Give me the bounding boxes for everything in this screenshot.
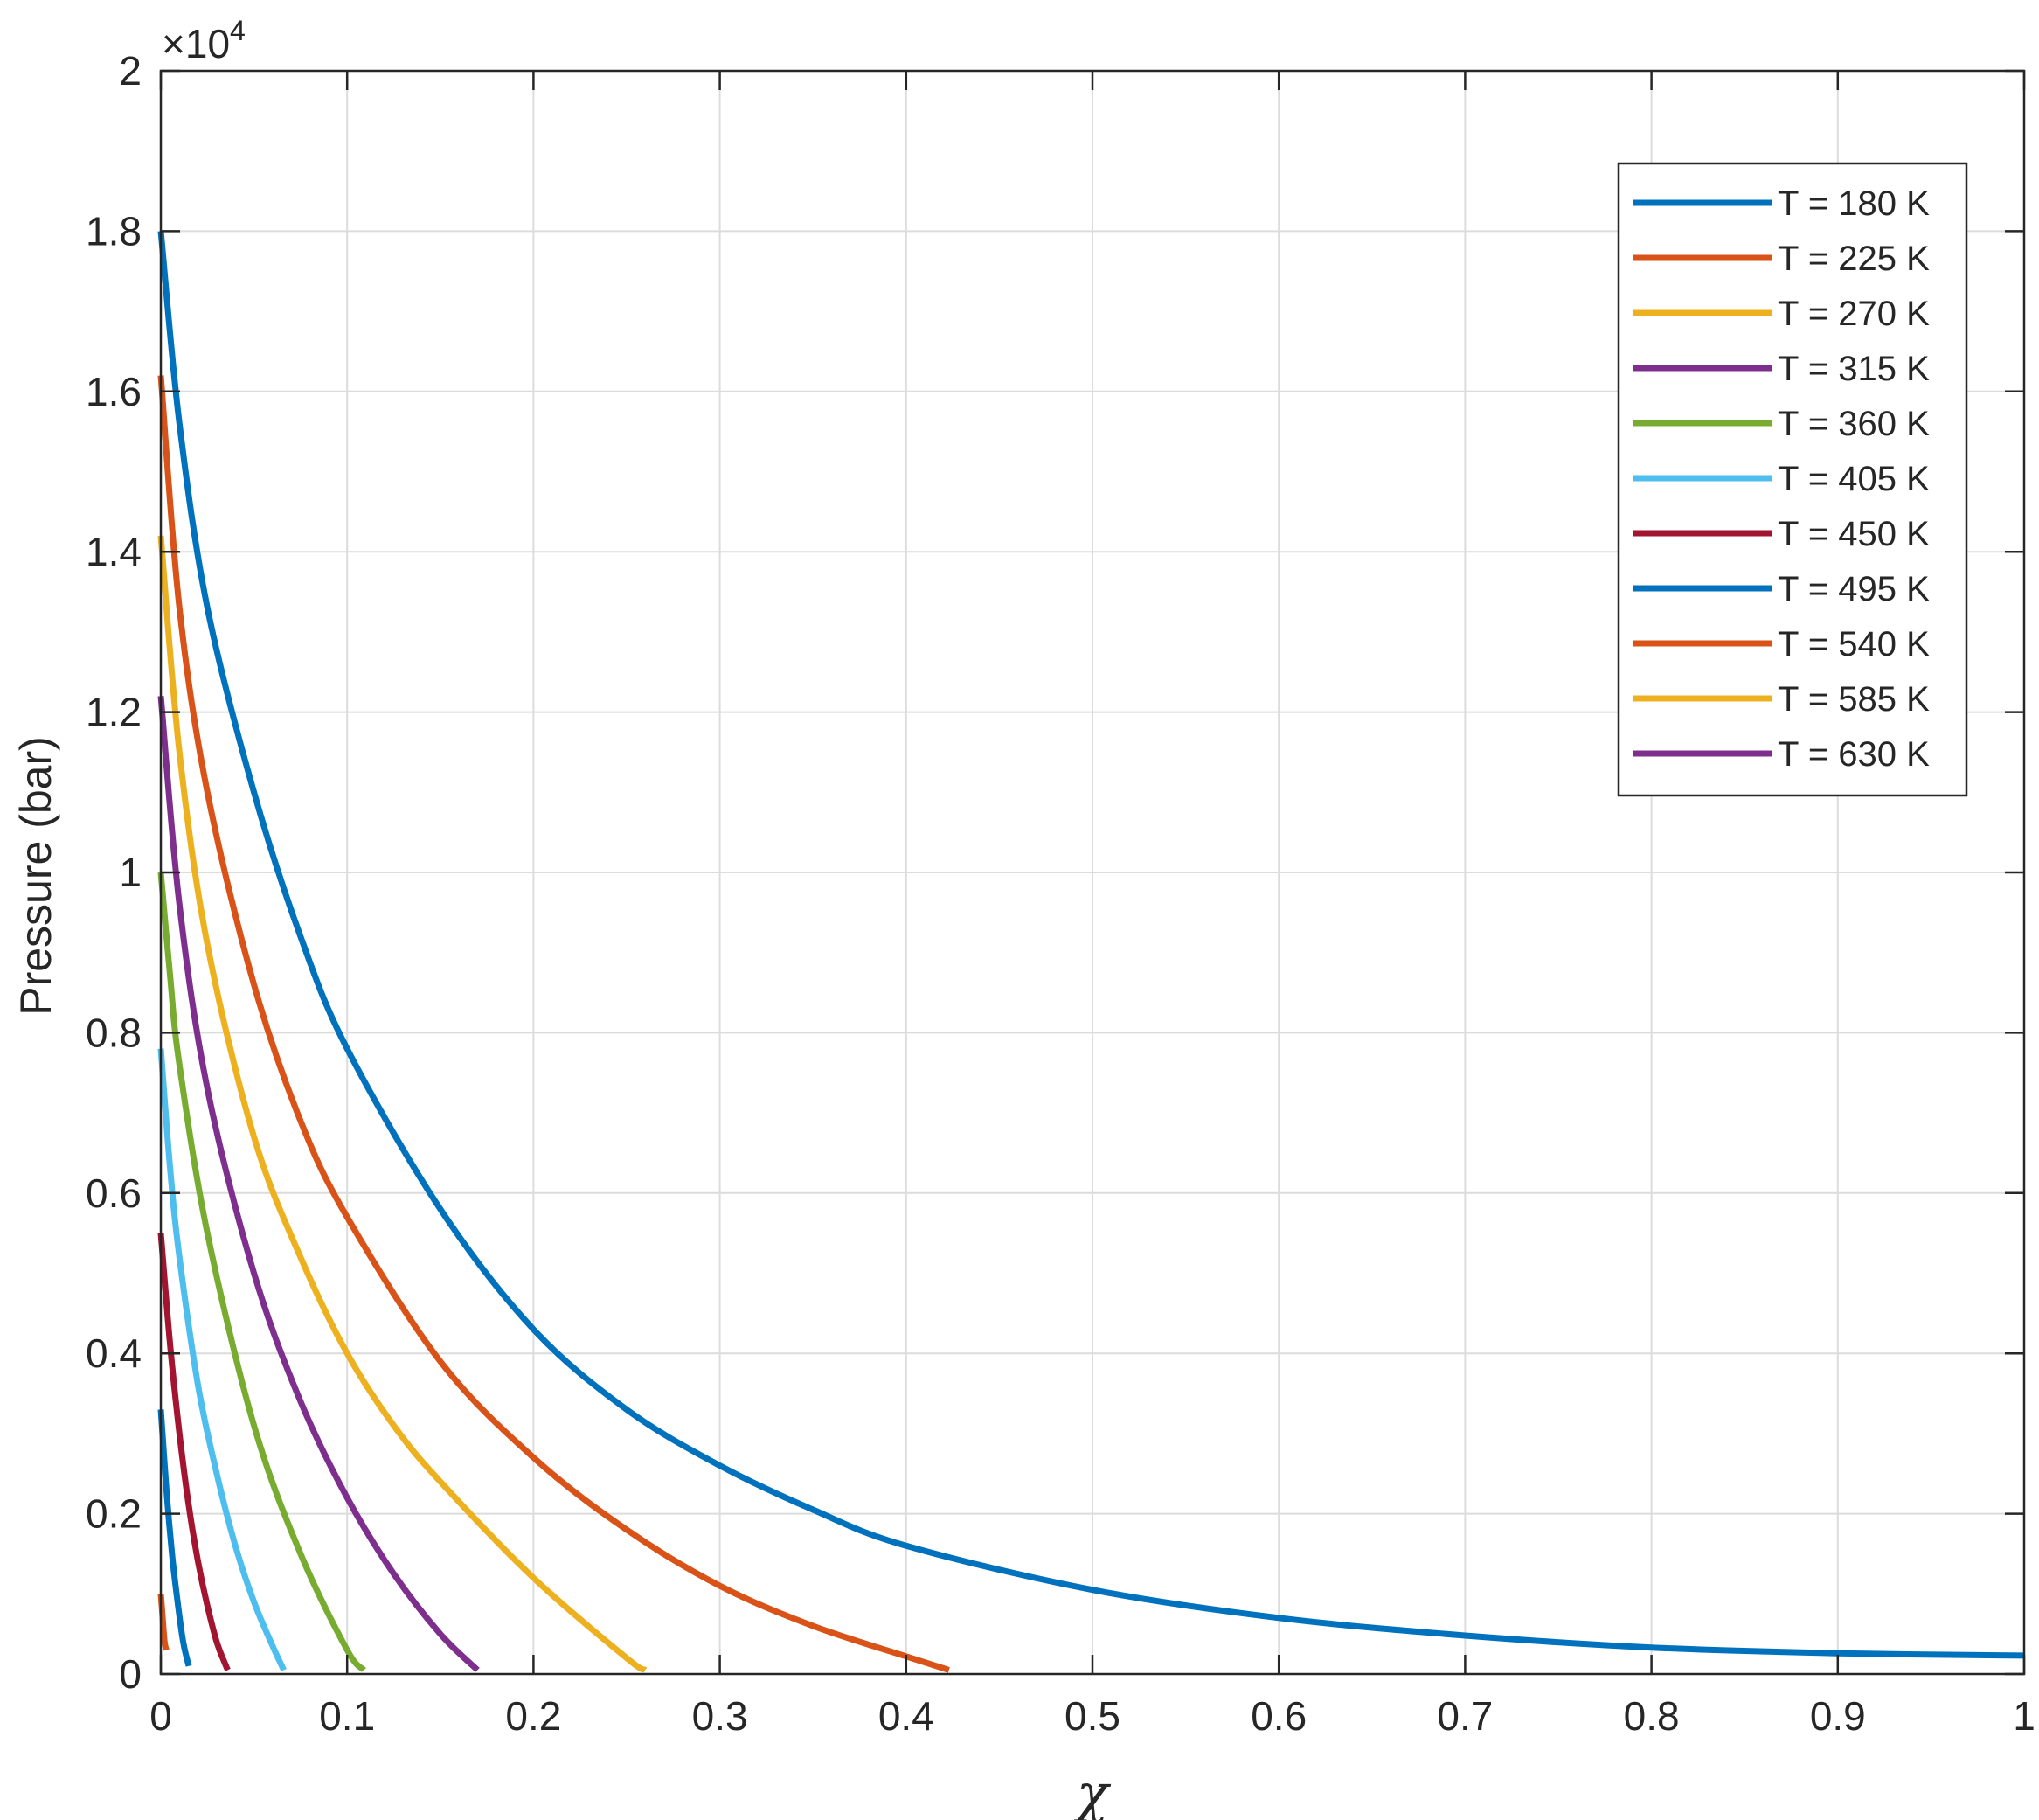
series-line-4 [157, 695, 480, 1672]
legend-entry: T = 405 K [1778, 460, 1930, 498]
y-tick-label: 0.6 [86, 1170, 142, 1216]
y-tick-label: 1.8 [86, 208, 142, 254]
axis-ticks [159, 69, 2026, 1676]
y-tick-label: 2 [119, 48, 142, 94]
y-tick-label: 0.2 [86, 1491, 142, 1537]
series-line-6 [157, 1048, 287, 1671]
x-axis-label: χ [1073, 1763, 1112, 1820]
legend-entry: T = 270 K [1778, 295, 1930, 333]
x-tick-label: 1 [2013, 1693, 2036, 1739]
y-tick-label: 0 [119, 1651, 142, 1697]
x-tick-label: 0.6 [1251, 1693, 1307, 1739]
x-tick-label: 0.7 [1437, 1693, 1493, 1739]
y-axis-label: Pressure (bar) [11, 736, 60, 1016]
series-line-3 [157, 535, 648, 1673]
x-tick-label: 0.2 [505, 1693, 561, 1739]
x-tick-label: 0.5 [1065, 1693, 1120, 1739]
legend-entry: T = 315 K [1778, 350, 1930, 388]
y-tick-label: 1.4 [86, 529, 142, 574]
series-line-1 [157, 231, 2025, 1659]
series-line-2 [157, 375, 950, 1673]
legend-entry: T = 225 K [1778, 240, 1930, 278]
legend: T = 180 K T = 225 K T = 270 K T = 315 K T = … [1617, 162, 1968, 797]
y-axis-exponent: ×104 [162, 15, 246, 66]
series-layer [157, 231, 2025, 1673]
x-tick-label: 0.1 [319, 1693, 375, 1739]
series-line-8 [157, 1409, 192, 1667]
legend-entry: T = 450 K [1778, 515, 1930, 553]
y-tick-labels: 0 0.2 0.4 0.6 0.8 1 1.2 1.4 1.6 1.8 2 [86, 48, 142, 1697]
x-tick-labels: 0 0.1 0.2 0.3 0.4 0.5 0.6 0.7 0.8 0.9 1 [149, 1693, 2036, 1739]
x-tick-label: 0.3 [692, 1693, 748, 1739]
legend-entry: T = 180 K [1778, 184, 1930, 223]
y-tick-label: 1 [119, 850, 142, 895]
series-line-7 [157, 1233, 231, 1672]
y-tick-label: 1.6 [86, 369, 142, 414]
legend-entry: T = 540 K [1778, 625, 1930, 663]
x-tick-label: 0.4 [878, 1693, 934, 1739]
legend-entry: T = 585 K [1778, 680, 1930, 719]
x-tick-label: 0.9 [1810, 1693, 1866, 1739]
legend-entry: T = 495 K [1778, 570, 1930, 608]
y-tick-label: 0.8 [86, 1010, 142, 1055]
series-line-5 [157, 872, 367, 1672]
y-tick-label: 0.4 [86, 1330, 142, 1376]
legend-entry: T = 630 K [1778, 735, 1930, 774]
legend-entry: T = 360 K [1778, 405, 1930, 443]
x-tick-label: 0.8 [1624, 1693, 1680, 1739]
y-tick-label: 1.2 [86, 690, 142, 735]
x-tick-label: 0 [149, 1693, 172, 1739]
